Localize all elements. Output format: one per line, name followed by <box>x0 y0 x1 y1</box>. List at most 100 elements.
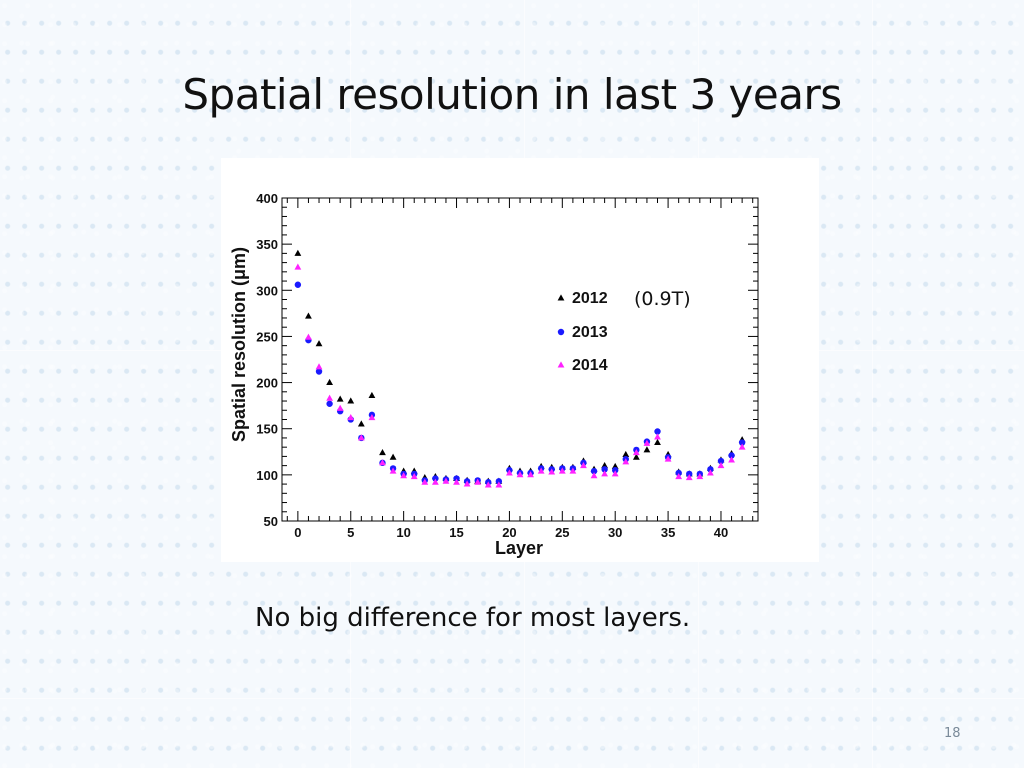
field-annotation: (0.9T) <box>634 288 691 310</box>
data-point-2013 <box>675 469 682 477</box>
data-point-2012 <box>294 249 302 256</box>
data-point-2012 <box>336 395 344 402</box>
data-point-2012 <box>622 450 630 458</box>
data-point-2012 <box>389 453 397 460</box>
x-tick-label: 0 <box>294 525 301 540</box>
data-point-2014 <box>294 263 302 270</box>
legend-marker-2014 <box>557 361 565 368</box>
data-point-2012 <box>632 453 640 460</box>
x-tick-label: 5 <box>347 525 354 540</box>
data-point-2013 <box>686 470 693 478</box>
data-point-2014 <box>336 404 344 411</box>
data-point-2013 <box>728 452 735 459</box>
legend-label-2012: 2012 <box>572 290 608 307</box>
data-point-2012 <box>347 397 355 404</box>
data-point-2014 <box>442 477 450 484</box>
y-tick-label: 400 <box>256 191 278 206</box>
y-tick-label: 250 <box>256 329 278 344</box>
x-tick-label: 30 <box>608 525 622 540</box>
data-point-2012 <box>326 378 333 386</box>
data-point-2014 <box>463 480 471 487</box>
chart-figure: 50 100 150 200 250 300 350 400 0 5 10 15 20 25 30 35 40 L… <box>221 158 819 562</box>
data-point-2014 <box>558 467 566 474</box>
y-tick-label: 50 <box>264 514 278 529</box>
data-point-2014 <box>506 469 513 476</box>
data-point-2012 <box>611 462 619 469</box>
x-tick-label: 10 <box>396 525 410 540</box>
data-point-2013 <box>601 466 608 473</box>
data-point-2013 <box>707 466 714 473</box>
data-point-2014 <box>664 455 672 462</box>
data-point-2014 <box>696 473 704 480</box>
legend-marker-2013 <box>557 328 565 336</box>
data-point-2014 <box>675 473 683 480</box>
background-grid-line <box>0 698 1024 699</box>
x-tick-label: 20 <box>502 525 516 540</box>
data-point-2012 <box>643 446 651 453</box>
data-point-2014 <box>580 461 587 469</box>
data-point-2014 <box>431 478 439 485</box>
data-point-2014 <box>685 473 693 481</box>
data-point-2014 <box>601 470 609 477</box>
x-tick-label: 25 <box>555 525 569 540</box>
y-tick-label: 350 <box>256 237 278 252</box>
data-point-2013 <box>717 457 725 465</box>
data-point-2013 <box>432 475 439 482</box>
data-point-2014 <box>474 478 482 485</box>
data-point-2013 <box>294 281 302 288</box>
data-point-2014 <box>707 469 714 476</box>
data-point-2013 <box>738 439 746 446</box>
y-axis-title: Spatial resolution (μm) <box>229 247 249 442</box>
y-tick-label: 150 <box>256 422 278 437</box>
data-point-2013 <box>326 400 333 407</box>
x-tick-label: 35 <box>661 525 675 540</box>
x-tick-label: 40 <box>714 525 728 540</box>
data-point-2014 <box>484 481 492 488</box>
data-point-2012 <box>654 438 661 446</box>
data-point-2012 <box>368 391 376 398</box>
data-point-2013 <box>495 478 503 485</box>
data-point-2014 <box>357 434 365 441</box>
legend-label-2013: 2013 <box>572 324 608 341</box>
data-point-2014 <box>632 449 640 456</box>
slide-title: Spatial resolution in last 3 years <box>182 70 842 119</box>
data-point-2012 <box>379 449 386 456</box>
data-point-2013 <box>315 368 323 375</box>
data-point-2014 <box>548 468 556 475</box>
legend-label-2014: 2014 <box>572 357 608 374</box>
legend-marker-2012 <box>557 294 565 301</box>
data-point-2012 <box>305 312 312 319</box>
data-point-2014 <box>400 472 408 479</box>
page-number: 18 <box>944 726 961 741</box>
data-point-2013 <box>654 428 661 435</box>
y-tick-label: 300 <box>256 283 278 298</box>
data-point-2014 <box>326 394 333 401</box>
spatial-resolution-chart: 50 100 150 200 250 300 350 400 0 5 10 15 20 25 30 35 40 L… <box>229 191 759 558</box>
data-point-2014 <box>537 467 545 474</box>
data-point-2014 <box>622 458 630 465</box>
data-point-2012 <box>601 461 609 469</box>
data-point-2014 <box>611 470 619 477</box>
data-point-2014 <box>305 333 312 340</box>
data-point-2014 <box>495 481 503 488</box>
data-point-2014 <box>315 363 323 370</box>
data-point-2014 <box>421 478 429 485</box>
data-point-2014 <box>516 471 524 478</box>
x-axis-title: Layer <box>495 538 543 558</box>
data-point-2014 <box>643 439 651 446</box>
data-point-2014 <box>453 478 460 485</box>
data-point-2012 <box>357 420 365 427</box>
data-point-2013 <box>590 467 598 475</box>
y-tick-label: 200 <box>256 376 278 391</box>
data-point-2014 <box>654 433 661 440</box>
y-tick-label: 100 <box>256 468 278 483</box>
data-point-2014 <box>738 443 746 450</box>
data-point-2014 <box>527 471 534 478</box>
data-point-2012 <box>315 340 323 347</box>
data-point-2014 <box>590 472 598 479</box>
data-point-2013 <box>453 475 460 482</box>
data-point-2013 <box>612 467 619 474</box>
x-tick-label: 15 <box>449 525 463 540</box>
data-point-2014 <box>410 473 418 480</box>
data-point-2014 <box>389 467 397 474</box>
